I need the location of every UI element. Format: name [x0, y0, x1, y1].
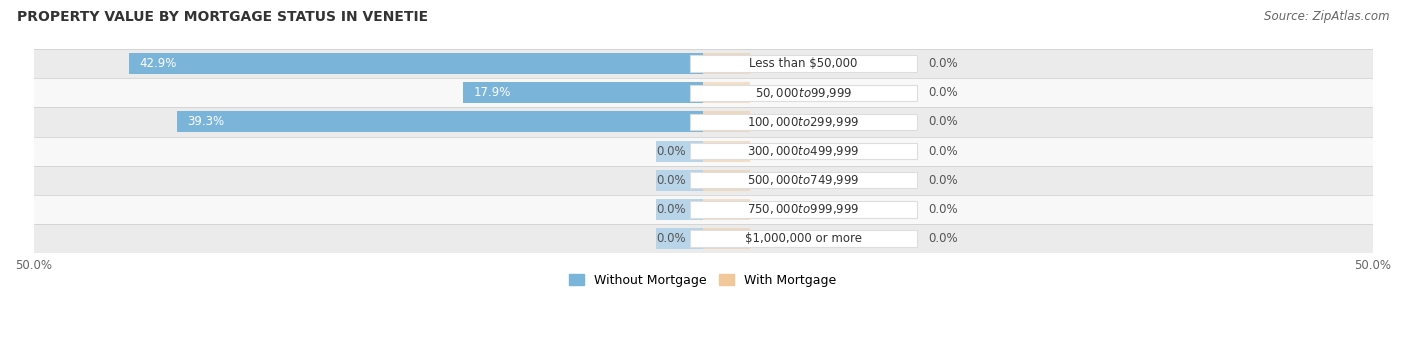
Bar	[34, 78, 1372, 107]
Text: $500,000 to $749,999: $500,000 to $749,999	[747, 173, 859, 187]
Bar	[464, 82, 703, 103]
Text: 0.0%: 0.0%	[928, 174, 957, 187]
Bar	[689, 55, 917, 72]
Text: 0.0%: 0.0%	[928, 86, 957, 99]
Text: $100,000 to $299,999: $100,000 to $299,999	[748, 115, 859, 129]
Bar	[177, 112, 703, 133]
Text: 0.0%: 0.0%	[928, 144, 957, 158]
Text: PROPERTY VALUE BY MORTGAGE STATUS IN VENETIE: PROPERTY VALUE BY MORTGAGE STATUS IN VEN…	[17, 10, 427, 24]
Bar	[689, 114, 917, 130]
Text: $750,000 to $999,999: $750,000 to $999,999	[747, 203, 859, 217]
Bar	[703, 199, 749, 220]
Text: 0.0%: 0.0%	[657, 174, 686, 187]
Bar	[657, 199, 703, 220]
Text: 0.0%: 0.0%	[928, 232, 957, 245]
Bar	[689, 172, 917, 188]
Text: 0.0%: 0.0%	[928, 116, 957, 129]
Bar	[703, 53, 749, 74]
Bar	[128, 53, 703, 74]
Bar	[34, 49, 1372, 78]
Text: $300,000 to $499,999: $300,000 to $499,999	[747, 144, 859, 158]
Text: Source: ZipAtlas.com: Source: ZipAtlas.com	[1264, 10, 1389, 23]
Text: $50,000 to $99,999: $50,000 to $99,999	[755, 86, 852, 100]
Legend: Without Mortgage, With Mortgage: Without Mortgage, With Mortgage	[564, 269, 842, 292]
Text: 0.0%: 0.0%	[657, 203, 686, 216]
Bar	[689, 143, 917, 159]
Bar	[34, 224, 1372, 253]
Text: $1,000,000 or more: $1,000,000 or more	[745, 232, 862, 245]
Bar	[657, 228, 703, 249]
Text: 39.3%: 39.3%	[187, 116, 225, 129]
Bar	[689, 201, 917, 218]
Bar	[703, 170, 749, 191]
Bar	[34, 107, 1372, 137]
Bar	[703, 82, 749, 103]
Text: 0.0%: 0.0%	[928, 57, 957, 70]
Bar	[689, 231, 917, 247]
Bar	[689, 85, 917, 101]
Bar	[703, 228, 749, 249]
Text: 42.9%: 42.9%	[139, 57, 177, 70]
Bar	[703, 112, 749, 133]
Text: 0.0%: 0.0%	[928, 203, 957, 216]
Text: Less than $50,000: Less than $50,000	[749, 57, 858, 70]
Text: 0.0%: 0.0%	[657, 232, 686, 245]
Bar	[657, 170, 703, 191]
Bar	[34, 137, 1372, 166]
Bar	[703, 141, 749, 162]
Bar	[34, 166, 1372, 195]
Text: 0.0%: 0.0%	[657, 144, 686, 158]
Text: 17.9%: 17.9%	[474, 86, 512, 99]
Bar	[657, 141, 703, 162]
Bar	[34, 195, 1372, 224]
